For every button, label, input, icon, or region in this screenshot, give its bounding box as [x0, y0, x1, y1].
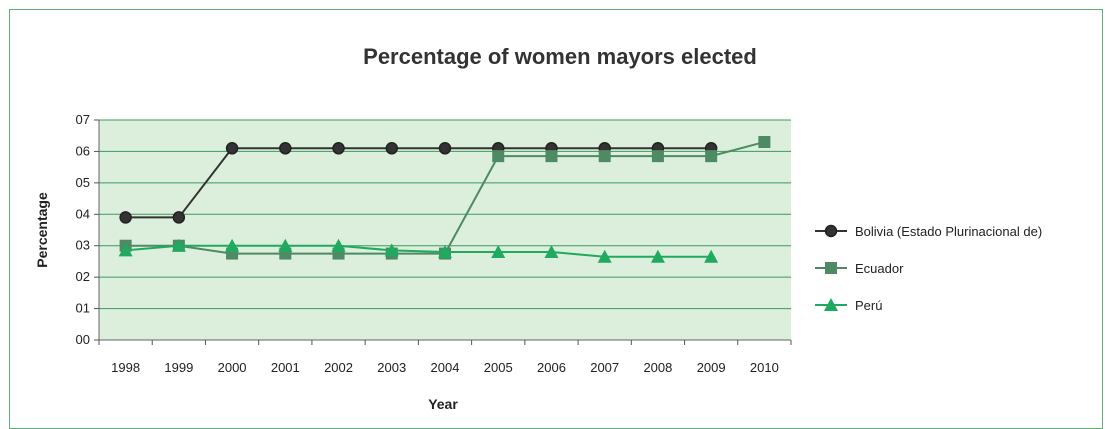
y-tick-label: 07 [76, 112, 90, 127]
data-point [225, 142, 239, 155]
data-point [705, 150, 718, 163]
data-point [171, 238, 186, 252]
x-tick-label: 1998 [111, 360, 140, 375]
legend-marker [824, 298, 838, 311]
legend-item-1: Ecuador [815, 261, 904, 276]
data-point [384, 243, 399, 257]
legend-marker [825, 262, 837, 274]
x-tick-label: 2002 [324, 360, 353, 375]
data-point [544, 245, 559, 258]
legend-label: Bolivia (Estado Plurinacional de) [855, 224, 1042, 239]
y-tick-label: 01 [76, 301, 90, 316]
x-tick-label: 1999 [164, 360, 193, 375]
data-point [332, 142, 345, 155]
y-axis-ticks: 00 01 02 03 04 05 06 07 [76, 112, 99, 347]
legend-marker [824, 224, 838, 238]
y-tick-label: 06 [76, 143, 90, 158]
data-point [491, 245, 506, 258]
x-tick-label: 2010 [750, 360, 779, 375]
data-point [279, 142, 292, 155]
chart-title: Percentage of women mayors elected [363, 44, 757, 69]
data-point [545, 150, 558, 163]
legend: Bolivia (Estado Plurinacional de) Ecuador… [815, 224, 1042, 313]
data-point [492, 150, 505, 163]
data-point [278, 238, 293, 252]
x-tick-label: 2000 [218, 360, 247, 375]
data-point [438, 245, 452, 258]
data-point [650, 249, 665, 263]
axes [98, 120, 791, 341]
data-point [704, 249, 719, 263]
data-point [598, 150, 611, 163]
data-point [118, 243, 133, 257]
x-tick-label: 2005 [484, 360, 513, 375]
legend-label: Perú [855, 298, 882, 313]
y-tick-label: 00 [76, 332, 90, 347]
data-point [119, 211, 132, 224]
series-line [125, 147, 712, 219]
data-point [438, 142, 452, 155]
x-axis-label: Year [428, 396, 458, 412]
x-tick-label: 2003 [377, 360, 406, 375]
x-tick-label: 2007 [590, 360, 619, 375]
data-point [332, 247, 345, 260]
data-point [651, 150, 664, 163]
series-2 [118, 238, 719, 263]
data-point [172, 211, 186, 224]
y-tick-label: 03 [76, 238, 90, 253]
data-point [279, 247, 292, 260]
y-tick-label: 02 [76, 269, 90, 284]
data-point [225, 238, 240, 252]
data-point [331, 238, 346, 252]
legend-item-0: Bolivia (Estado Plurinacional de) [815, 224, 1042, 239]
data-point [758, 136, 771, 148]
x-tick-label: 2009 [697, 360, 726, 375]
y-axis-label: Percentage [34, 192, 50, 268]
data-point [597, 249, 612, 263]
x-tick-label: 2008 [643, 360, 672, 375]
x-tick-label: 2001 [271, 360, 300, 375]
series-line [125, 244, 712, 258]
legend-label: Ecuador [855, 261, 904, 276]
series-layer [118, 136, 771, 263]
data-point [226, 247, 239, 260]
legend-item-2: Perú [815, 298, 882, 313]
data-point [385, 142, 399, 155]
y-tick-label: 05 [76, 175, 90, 190]
x-tick-label: 2006 [537, 360, 566, 375]
y-tick-label: 04 [76, 206, 90, 221]
x-axis-ticks: 1998 1999 2000 2001 2002 2003 2004 2005 2006 2007… [98, 340, 792, 375]
x-tick-label: 2004 [431, 360, 460, 375]
